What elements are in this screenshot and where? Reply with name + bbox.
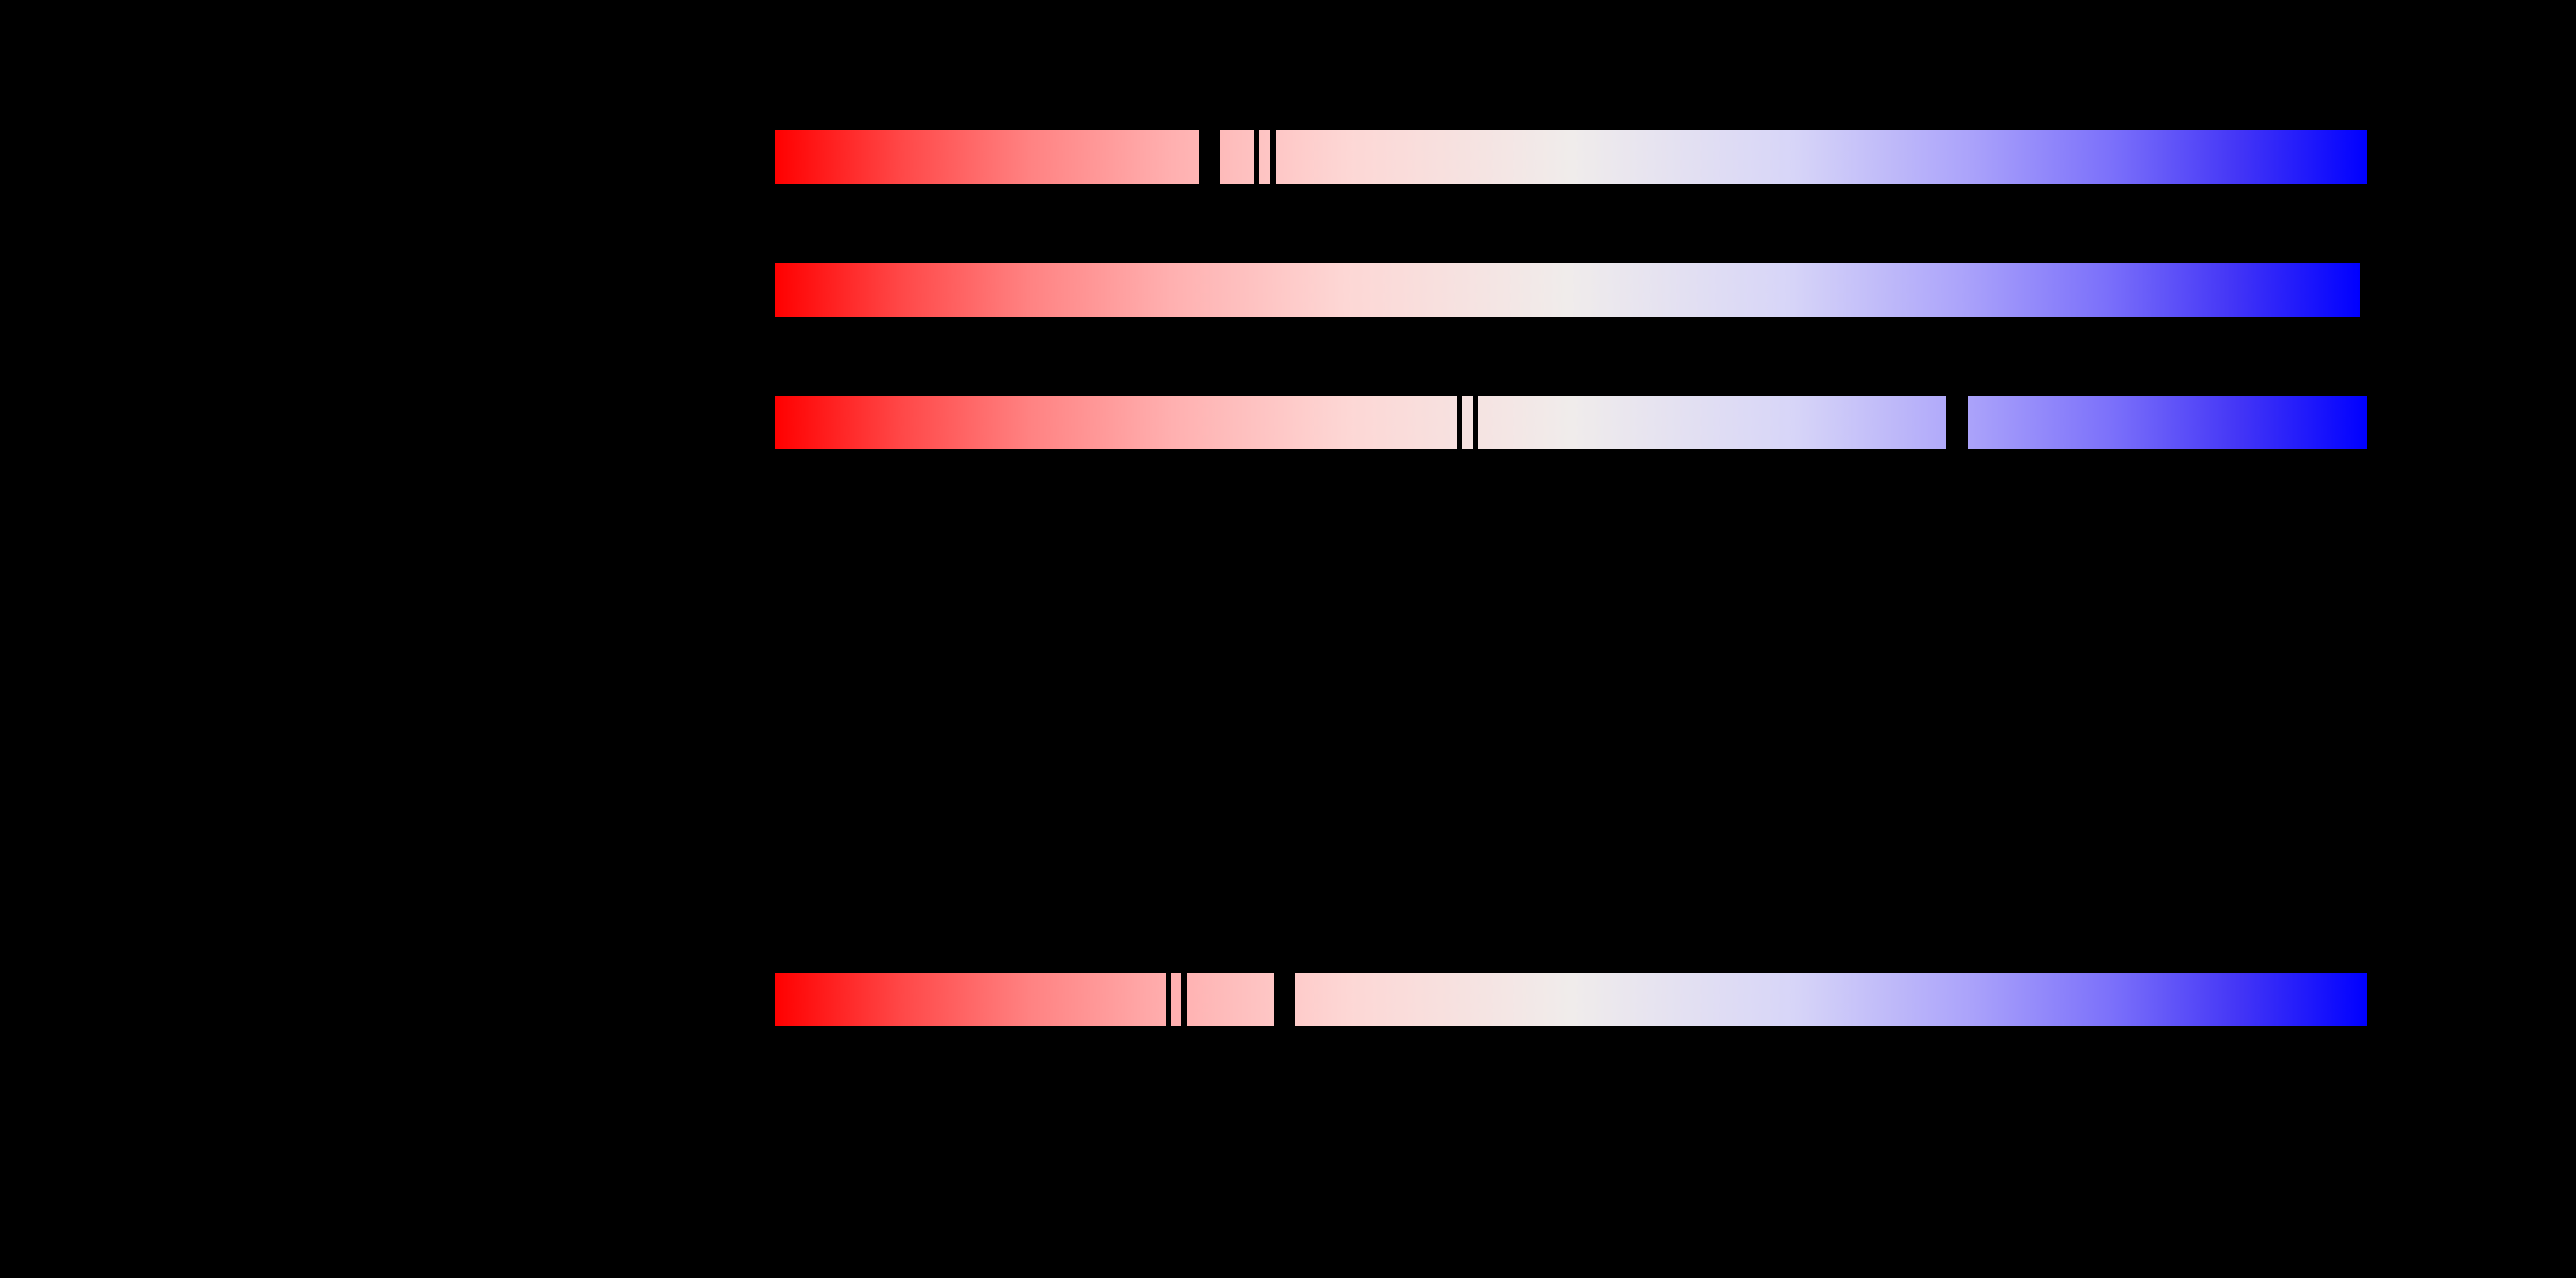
segment-gap <box>1473 395 1478 449</box>
gradient-track-4 <box>775 973 2367 1027</box>
gradient-track-3 <box>775 395 2367 449</box>
gradient-track-2 <box>775 263 2360 317</box>
gradient-track-1 <box>775 129 2367 184</box>
segment-gap <box>1946 395 1968 449</box>
segment-gap <box>1199 129 1220 184</box>
segment-gap <box>1457 395 1462 449</box>
segment-gap <box>1270 129 1276 184</box>
segment-gap <box>1274 973 1295 1027</box>
segment-gap <box>1254 129 1259 184</box>
segment-gap <box>1166 973 1171 1027</box>
segment-gap <box>1181 973 1187 1027</box>
